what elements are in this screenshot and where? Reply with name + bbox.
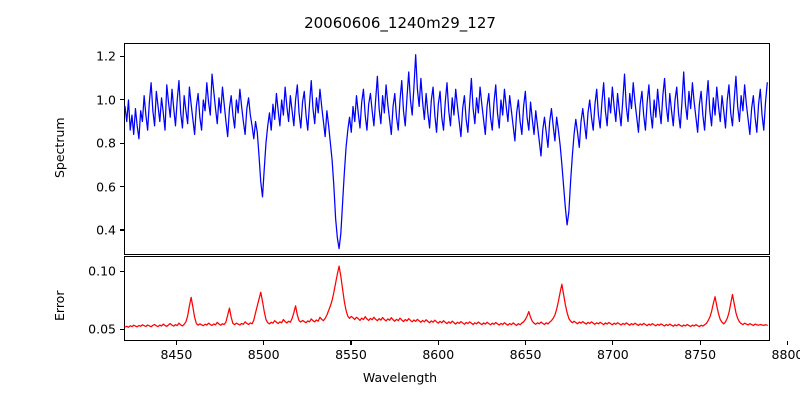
x-axis-label: Wavelength	[362, 370, 438, 385]
x-ticklabel: 8700	[596, 347, 629, 362]
spectrum-panel	[124, 43, 770, 255]
y-ticklabel-spectrum: 1.2	[96, 48, 116, 64]
y-tick-error	[120, 270, 124, 272]
error-line	[125, 266, 767, 327]
x-tick	[786, 341, 789, 345]
spectrum-plot-area	[125, 44, 769, 254]
x-ticklabel: 8550	[335, 347, 367, 362]
y-ticklabel-spectrum: 1.0	[96, 92, 116, 108]
x-tick	[437, 341, 439, 345]
x-tick	[175, 341, 177, 345]
y-ticklabel-error: 0.10	[88, 263, 116, 279]
x-ticklabel: 8750	[684, 347, 717, 362]
y-ticklabel-spectrum: 0.8	[96, 135, 116, 151]
y-axis-label-spectrum: Spectrum	[52, 117, 67, 178]
figure-title: 20060606_1240m29_127	[304, 14, 496, 32]
x-ticklabel: 8450	[160, 347, 193, 362]
spectrum-line	[125, 55, 767, 249]
x-ticklabel: 8650	[509, 347, 542, 362]
y-tick-spectrum	[120, 142, 124, 144]
x-tick	[350, 341, 352, 345]
y-tick-spectrum	[120, 55, 124, 57]
y-ticklabel-spectrum: 0.4	[96, 222, 116, 238]
error-panel	[124, 256, 770, 341]
y-tick-spectrum	[120, 99, 124, 101]
y-ticklabel-spectrum: 0.6	[96, 179, 116, 194]
x-ticklabel: 8600	[422, 347, 455, 362]
x-ticklabel: 8500	[247, 347, 280, 362]
error-plot-area	[125, 257, 769, 340]
y-tick-error	[120, 328, 124, 330]
y-ticklabel-error: 0.05	[88, 321, 116, 337]
y-tick-spectrum	[120, 229, 124, 231]
x-tick	[612, 341, 614, 345]
x-ticklabel: 8800	[771, 347, 800, 362]
x-tick	[525, 341, 527, 345]
x-tick	[699, 341, 701, 345]
x-tick	[263, 341, 265, 345]
y-axis-label-error: Error	[52, 290, 67, 321]
y-tick-spectrum	[120, 186, 124, 188]
